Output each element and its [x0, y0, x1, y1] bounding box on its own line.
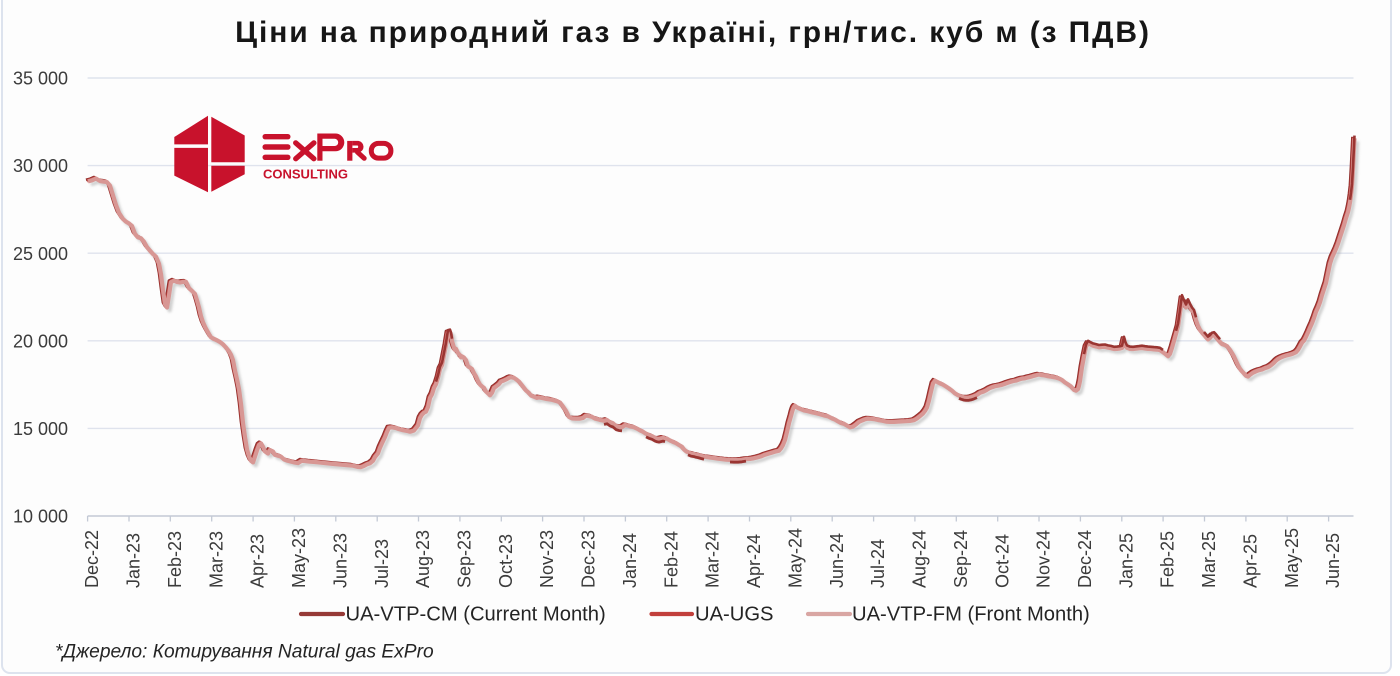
svg-text:Sep-23: Sep-23 [455, 530, 475, 588]
svg-text:Mar-23: Mar-23 [206, 531, 226, 588]
svg-text:Nov-24: Nov-24 [1034, 530, 1054, 588]
svg-text:Mar-25: Mar-25 [1199, 531, 1219, 588]
svg-text:UA-UGS: UA-UGS [695, 604, 774, 626]
svg-text:Apr-25: Apr-25 [1241, 534, 1261, 588]
svg-text:CONSULTING: CONSULTING [263, 166, 348, 181]
svg-text:Feb-24: Feb-24 [661, 531, 681, 588]
svg-text:Dec-22: Dec-22 [82, 530, 102, 588]
svg-text:10 000: 10 000 [13, 507, 68, 527]
svg-text:Feb-23: Feb-23 [165, 531, 185, 588]
svg-text:*Джерело: Котирування Natural: *Джерело: Котирування Natural gas ExPro [55, 642, 434, 663]
svg-text:Jan-25: Jan-25 [1116, 533, 1136, 588]
svg-text:Jun-24: Jun-24 [827, 533, 847, 588]
svg-text:Jun-23: Jun-23 [330, 533, 350, 588]
svg-text:UA-VTP-CM (Current Month): UA-VTP-CM (Current Month) [346, 604, 606, 626]
svg-text:20 000: 20 000 [13, 331, 68, 351]
svg-text:Ціни на природний газ в Україн: Ціни на природний газ в Україні, грн/тис… [235, 16, 1151, 49]
svg-text:May-25: May-25 [1282, 528, 1302, 588]
svg-text:Jan-23: Jan-23 [124, 533, 144, 588]
svg-text:Jul-23: Jul-23 [372, 539, 392, 588]
svg-text:Oct-23: Oct-23 [496, 534, 516, 588]
svg-text:Mar-24: Mar-24 [703, 531, 723, 588]
svg-text:UA-VTP-FM (Front Month): UA-VTP-FM (Front Month) [852, 604, 1090, 626]
svg-text:Dec-23: Dec-23 [579, 530, 599, 588]
svg-text:Nov-23: Nov-23 [537, 530, 557, 588]
svg-text:May-24: May-24 [785, 528, 805, 588]
svg-text:Dec-24: Dec-24 [1075, 530, 1095, 588]
svg-text:Sep-24: Sep-24 [951, 530, 971, 588]
svg-text:Apr-23: Apr-23 [248, 534, 268, 588]
svg-text:Aug-24: Aug-24 [910, 530, 930, 588]
svg-text:Feb-25: Feb-25 [1158, 531, 1178, 588]
svg-text:15 000: 15 000 [13, 419, 68, 439]
svg-text:Jul-24: Jul-24 [868, 539, 888, 588]
svg-text:35 000: 35 000 [13, 69, 68, 89]
svg-text:Jan-24: Jan-24 [620, 533, 640, 588]
svg-text:Jun-25: Jun-25 [1323, 533, 1343, 588]
svg-text:Apr-24: Apr-24 [744, 534, 764, 588]
svg-text:May-23: May-23 [289, 528, 309, 588]
svg-text:Oct-24: Oct-24 [992, 534, 1012, 588]
svg-text:25 000: 25 000 [13, 244, 68, 264]
svg-text:Aug-23: Aug-23 [413, 530, 433, 588]
svg-text:30 000: 30 000 [13, 156, 68, 176]
